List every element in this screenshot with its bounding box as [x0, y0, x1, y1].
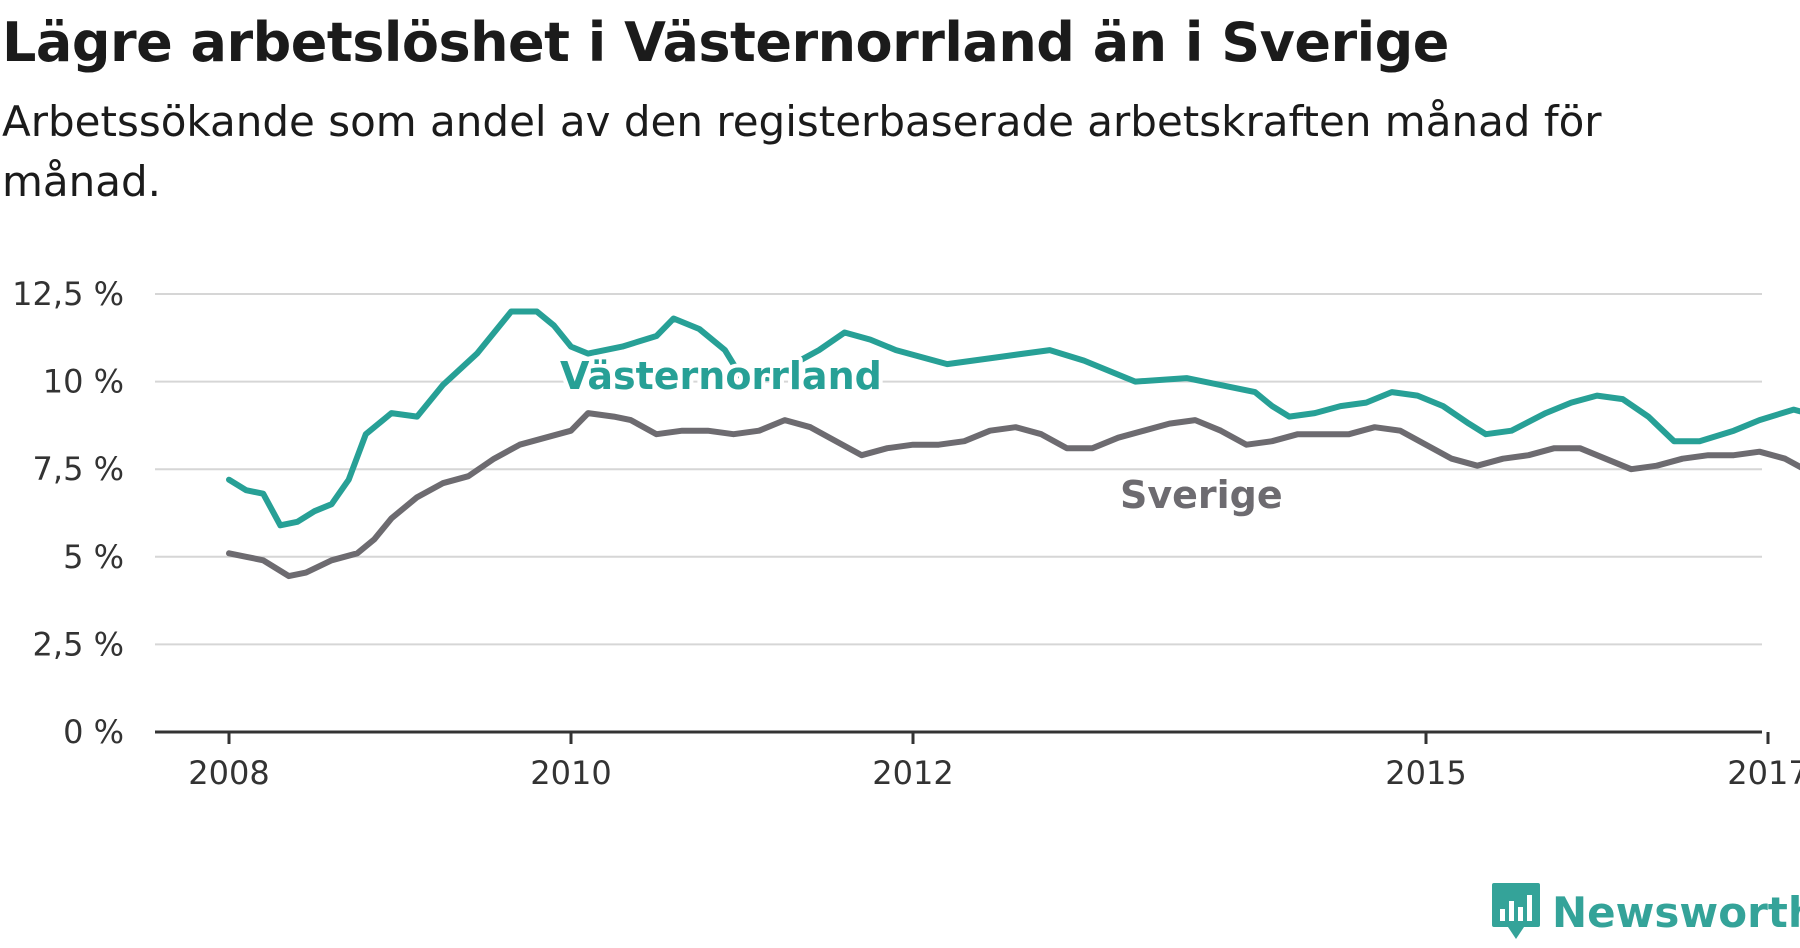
series-label-sverige: Sverige [1120, 473, 1283, 517]
brand-logo: Newsworthy [1490, 880, 1800, 944]
y-tick-label: 10 % [43, 363, 124, 401]
chart-title: Lägre arbetslöshet i Västernorrland än i… [2, 11, 1449, 74]
y-tick-label: 5 % [63, 538, 124, 576]
x-tick-label: 2015 [1385, 754, 1466, 792]
series-labels: VästernorrlandSverige6,9 %6,3 % [556, 350, 1287, 521]
x-tick-label: 2017 [1727, 754, 1800, 792]
series-line-sverige [226, 410, 1800, 580]
y-tick-label: 0 % [63, 713, 124, 751]
x-tick-label: 2008 [188, 754, 269, 792]
x-tick-label: 2010 [530, 754, 611, 792]
series-lines [226, 308, 1800, 580]
y-tick-label: 12,5 % [12, 275, 124, 313]
brand-name: Newsworthy [1552, 887, 1800, 937]
series-line-västernorrland [226, 308, 1800, 529]
y-axis-ticks: 0 % 2,5 % 5 % 7,5 % 10 % 12,5 % [12, 275, 124, 751]
newsworthy-logo-icon [1492, 883, 1540, 939]
series-label-vasternorrland: Västernorrland [560, 354, 882, 398]
y-tick-label: 2,5 % [33, 625, 124, 663]
x-axis-ticks: 20082010201220152017202020222024 [188, 732, 1800, 792]
chart-subtitle: Arbetssökande som andel av den registerb… [2, 97, 1602, 206]
x-tick-label: 2012 [872, 754, 953, 792]
y-tick-label: 7,5 % [33, 450, 124, 488]
gridlines [155, 293, 1762, 734]
